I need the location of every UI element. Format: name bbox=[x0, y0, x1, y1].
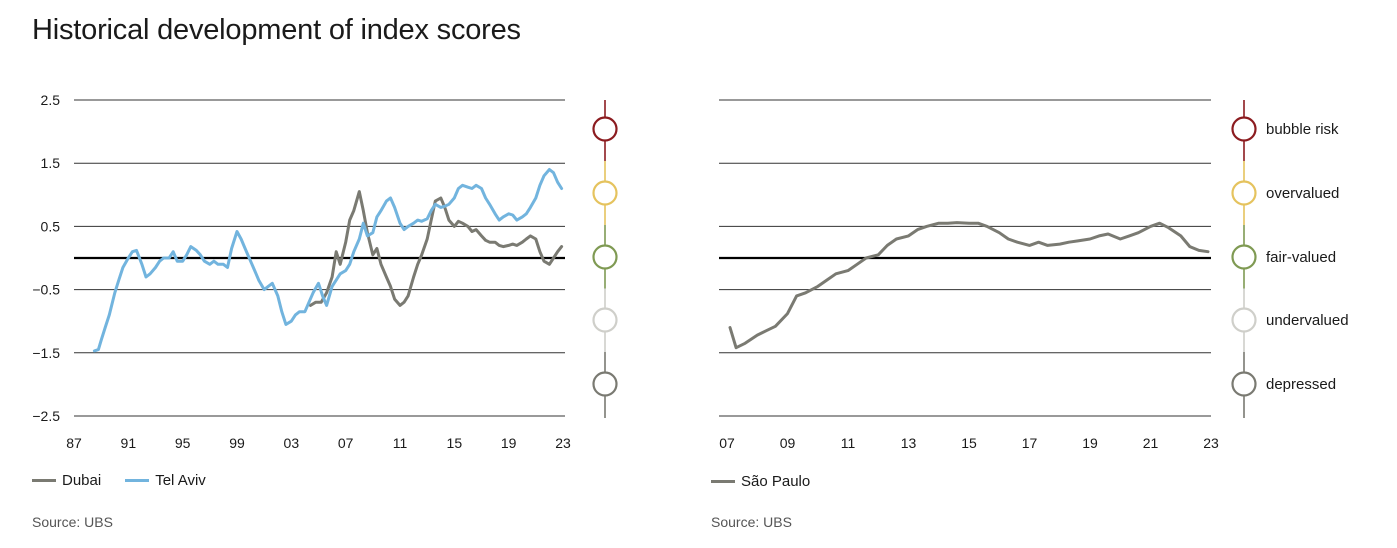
x-tick-label: 09 bbox=[780, 435, 796, 451]
zone-label: fair-valued bbox=[1266, 249, 1336, 266]
zone-label: depressed bbox=[1266, 376, 1336, 393]
y-tick-label: 2.5 bbox=[41, 92, 61, 108]
x-tick-label: 95 bbox=[175, 435, 191, 451]
zone-marker-overvalued bbox=[592, 180, 618, 206]
zone-label: overvalued bbox=[1266, 185, 1339, 202]
x-tick-label: 11 bbox=[393, 435, 408, 451]
zone-marker-overvalued bbox=[1231, 180, 1257, 206]
x-tick-label: 15 bbox=[961, 435, 977, 451]
zone-marker-bubble-risk bbox=[1231, 116, 1257, 142]
y-tick-label: 0.5 bbox=[41, 218, 61, 234]
zone-label: bubble risk bbox=[1266, 121, 1339, 138]
zone-label: undervalued bbox=[1266, 312, 1349, 329]
x-tick-label: 07 bbox=[338, 435, 354, 451]
x-tick-label: 91 bbox=[121, 435, 137, 451]
page-title: Historical development of index scores bbox=[32, 14, 521, 46]
x-tick-label: 17 bbox=[1022, 435, 1038, 451]
legend-item: São Paulo bbox=[711, 473, 810, 490]
legend-label: Tel Aviv bbox=[155, 472, 206, 489]
series-line-dubai bbox=[308, 190, 564, 307]
legend-label: Dubai bbox=[62, 472, 102, 489]
zone-marker-fair-valued bbox=[1231, 244, 1257, 270]
x-tick-label: 03 bbox=[284, 435, 300, 451]
series-line-s-o-paulo bbox=[728, 221, 1210, 350]
right-legend: São Paulo bbox=[711, 473, 834, 490]
left-legend: Dubai Tel Aviv bbox=[32, 472, 230, 489]
left-source: Source: UBS bbox=[32, 514, 113, 530]
x-tick-label: 13 bbox=[901, 435, 917, 451]
x-tick-label: 23 bbox=[555, 435, 571, 451]
series-line-tel-aviv bbox=[92, 168, 564, 353]
legend-swatch bbox=[125, 479, 150, 482]
y-tick-label: −0.5 bbox=[32, 282, 60, 298]
legend-swatch bbox=[711, 480, 735, 483]
x-tick-label: 99 bbox=[229, 435, 245, 451]
legend-item: Dubai bbox=[32, 472, 101, 489]
x-tick-label: 21 bbox=[1143, 435, 1159, 451]
y-tick-label: −1.5 bbox=[32, 345, 60, 361]
x-tick-label: 15 bbox=[447, 435, 463, 451]
right-source: Source: UBS bbox=[711, 514, 792, 530]
legend-item: Tel Aviv bbox=[125, 472, 206, 489]
zone-marker-bubble-risk bbox=[592, 116, 618, 142]
legend-label: São Paulo bbox=[741, 473, 811, 490]
y-tick-label: 1.5 bbox=[41, 155, 61, 171]
zone-scales: bubble risk overvalued fair-valued underval… bbox=[592, 100, 1349, 418]
y-tick-label: −2.5 bbox=[32, 408, 60, 424]
x-tick-label: 07 bbox=[719, 435, 735, 451]
legend-swatch bbox=[32, 479, 56, 482]
x-tick-label: 11 bbox=[841, 435, 856, 451]
zone-marker-fair-valued bbox=[592, 244, 618, 270]
zone-marker-depressed bbox=[592, 371, 618, 397]
zone-marker-depressed bbox=[1231, 371, 1257, 397]
x-tick-label: 23 bbox=[1203, 435, 1219, 451]
zone-marker-undervalued bbox=[1231, 307, 1257, 333]
x-tick-label: 19 bbox=[1082, 435, 1098, 451]
right-chart: 07 09 11 13 15 17 19 21 23 bbox=[719, 99, 1219, 451]
zone-marker-undervalued bbox=[592, 307, 618, 333]
x-tick-label: 19 bbox=[501, 435, 517, 451]
x-tick-label: 87 bbox=[66, 435, 82, 451]
left-chart: 2.5 1.5 0.5 −0.5 −1.5 −2.5 87 91 95 99 03 07 11 15 19 2… bbox=[32, 92, 571, 451]
